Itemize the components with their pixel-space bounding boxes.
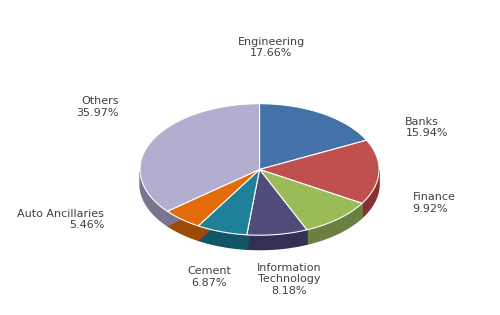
- Polygon shape: [198, 169, 260, 240]
- Text: Engineering
17.66%: Engineering 17.66%: [238, 37, 305, 58]
- Polygon shape: [247, 230, 307, 249]
- Text: Finance
9.92%: Finance 9.92%: [412, 192, 456, 214]
- Polygon shape: [140, 172, 168, 226]
- Text: Information
Technology
8.18%: Information Technology 8.18%: [257, 263, 322, 296]
- Polygon shape: [362, 170, 379, 218]
- PathPatch shape: [260, 169, 362, 230]
- PathPatch shape: [168, 169, 260, 226]
- Polygon shape: [307, 203, 362, 244]
- PathPatch shape: [260, 104, 366, 169]
- Ellipse shape: [140, 118, 379, 249]
- Text: Cement
6.87%: Cement 6.87%: [188, 266, 232, 288]
- PathPatch shape: [140, 104, 260, 211]
- PathPatch shape: [198, 169, 260, 235]
- Text: Others
35.97%: Others 35.97%: [76, 96, 118, 118]
- Polygon shape: [260, 169, 362, 218]
- Polygon shape: [168, 211, 198, 240]
- Text: Banks
15.94%: Banks 15.94%: [406, 117, 448, 138]
- Polygon shape: [198, 226, 247, 249]
- Polygon shape: [260, 169, 362, 218]
- Polygon shape: [247, 169, 260, 249]
- Polygon shape: [260, 169, 307, 244]
- Polygon shape: [260, 169, 307, 244]
- PathPatch shape: [260, 140, 379, 203]
- Polygon shape: [247, 169, 260, 249]
- Polygon shape: [168, 169, 260, 226]
- Polygon shape: [198, 169, 260, 240]
- PathPatch shape: [247, 169, 307, 235]
- Text: Auto Ancillaries
5.46%: Auto Ancillaries 5.46%: [18, 209, 104, 231]
- Polygon shape: [168, 169, 260, 226]
